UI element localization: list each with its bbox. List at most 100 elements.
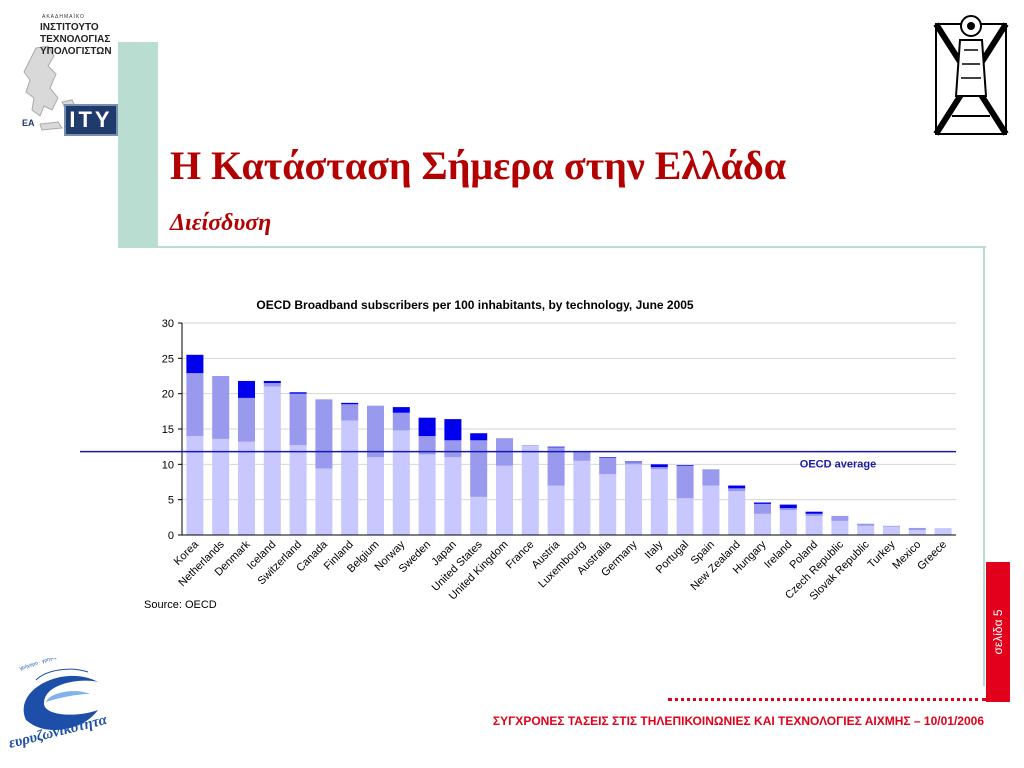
- bar-segment: [289, 445, 307, 535]
- bar-segment: [237, 397, 256, 442]
- bar-segment: [624, 461, 643, 463]
- bar-segment: [728, 488, 746, 492]
- bar-segment: [444, 440, 462, 458]
- bar-segment: [341, 404, 359, 421]
- bar-segment: [263, 386, 281, 535]
- bar-segment: [263, 380, 281, 384]
- y-tick-label: 25: [162, 353, 174, 365]
- bar-segment: [650, 467, 668, 470]
- bar-segment: [753, 503, 772, 514]
- bar-segment: [341, 402, 359, 405]
- bar-segment: [186, 354, 204, 374]
- bar-segment: [573, 460, 591, 535]
- bar-segment: [341, 420, 359, 535]
- bar-segment: [857, 523, 875, 526]
- bar-segment: [521, 445, 539, 535]
- left-decor-band: [118, 42, 158, 248]
- ity-logo-line: ΤΕΧΝΟΛΟΓΙΑΣ: [40, 34, 111, 45]
- bar-segment: [366, 405, 385, 458]
- broadband-chart: OECD Broadband subscribers per 100 inhab…: [80, 298, 956, 611]
- bar-segment: [212, 438, 230, 535]
- bar-segment: [237, 380, 256, 398]
- broadband-logo: γρήγορο · γρήγορο · σταθερό ευρυζωνικότη…: [7, 658, 109, 752]
- y-tick-label: 5: [168, 495, 174, 507]
- bar-segment: [728, 485, 746, 489]
- bar-segment: [805, 515, 823, 535]
- bar-segment: [650, 464, 668, 468]
- bar-segment: [186, 436, 204, 535]
- ity-logo-ea: ΕΑ: [22, 118, 35, 128]
- bar-segment: [624, 464, 643, 535]
- y-tick-label: 15: [162, 424, 174, 436]
- y-tick-label: 0: [168, 530, 174, 542]
- bar-segment: [676, 498, 694, 535]
- bar-segment: [444, 457, 462, 535]
- bar-segment: [289, 393, 307, 446]
- bar-segment: [779, 504, 797, 509]
- bar-segment: [392, 430, 410, 535]
- bar-segment: [470, 496, 488, 535]
- bar-segment: [470, 433, 488, 441]
- bar-segment: [805, 511, 823, 514]
- bar-segment: [289, 392, 307, 394]
- bar-segment: [366, 457, 385, 535]
- ity-logo-text: ΙΝΣΤΙΤΟΥΤΟ ΤΕΧΝΟΛΟΓΙΑΣ ΥΠΟΛΟΓΙΣΤΩΝ: [40, 22, 112, 58]
- bar-segment: [624, 462, 643, 465]
- ity-logo: ΑΚΑΔΗΜΑΪΚΟ ΙΝΣΤΙΤΟΥΤΟ ΤΕΧΝΟΛΟΓΙΑΣ ΥΠΟΛΟΓ…: [18, 14, 118, 136]
- page-subtitle: Διείσδυση: [170, 210, 272, 236]
- bar-segment: [418, 436, 436, 455]
- bar-segment: [599, 457, 617, 475]
- bar-segment: [547, 447, 565, 486]
- bar-segment: [186, 373, 204, 437]
- bar-segment: [573, 450, 591, 461]
- bar-segment: [882, 526, 901, 535]
- y-tick-label: 30: [162, 318, 174, 330]
- university-seal-icon: [933, 15, 1009, 136]
- bar-segment: [753, 513, 772, 535]
- ity-logo-plate: ΙΤΥ: [64, 104, 118, 136]
- bar-segment: [470, 440, 488, 497]
- footer-text: ΣΥΓΧΡΟΝΕΣ ΤΑΣΕΙΣ ΣΤΙΣ ΤΗΛΕΠΙΚΟΙΝΩΝΙΕΣ ΚΑ…: [492, 714, 984, 728]
- bar-segment: [392, 407, 410, 413]
- bar-segment: [805, 513, 823, 516]
- bar-segment: [599, 474, 617, 535]
- bar-segment: [547, 485, 565, 535]
- page-number-tab: σελίδα 5: [986, 562, 1010, 702]
- oecd-average-label: OECD average: [800, 459, 876, 471]
- content-right-rule: [983, 246, 985, 686]
- bar-segment: [521, 445, 539, 446]
- bar-segment: [702, 485, 720, 535]
- page-number-label: σελίδα 5: [991, 609, 1005, 655]
- bar-segment: [599, 457, 617, 458]
- bar-segment: [212, 376, 230, 439]
- bar-segment: [779, 510, 797, 535]
- bar-segment: [418, 417, 436, 437]
- bar-segment: [728, 491, 746, 535]
- broadband-logo-tagline: γρήγορο · γρήγορο · σταθερό: [18, 658, 83, 672]
- bar-segment: [392, 412, 410, 431]
- bar-segment: [444, 419, 462, 441]
- bar-segment: [237, 441, 256, 535]
- chart-source: Source: OECD: [144, 599, 217, 611]
- y-tick-label: 10: [162, 459, 174, 471]
- bar-segment: [831, 515, 849, 521]
- x-tick-label: Greece: [915, 539, 949, 573]
- bar-segment: [908, 530, 926, 535]
- bar-segment: [263, 383, 281, 387]
- bar-segment: [315, 399, 333, 469]
- y-tick-label: 20: [162, 389, 174, 401]
- ity-logo-line: ΥΠΟΛΟΓΙΣΤΩΝ: [40, 46, 112, 57]
- bar-segment: [779, 508, 797, 511]
- bar-segment: [418, 454, 436, 535]
- bar-segment: [676, 465, 694, 499]
- bar-segment: [676, 465, 694, 466]
- ity-logo-caption: ΑΚΑΔΗΜΑΪΚΟ: [42, 14, 85, 20]
- bar-segment: [702, 469, 720, 486]
- page-title: Η Κατάσταση Σήμερα στην Ελλάδα: [170, 143, 787, 188]
- footer-dotted-rule: [668, 698, 986, 701]
- bar-segment: [650, 469, 668, 535]
- bar-segment: [495, 465, 514, 535]
- bar-segment: [882, 525, 901, 527]
- bar-segment: [857, 525, 875, 535]
- chart-title: OECD Broadband subscribers per 100 inhab…: [256, 298, 694, 312]
